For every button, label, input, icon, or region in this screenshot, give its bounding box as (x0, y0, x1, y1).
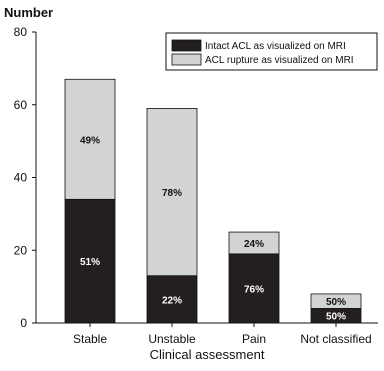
y-tick-label: 80 (14, 25, 28, 39)
legend-label-rupture: ACL rupture as visualized on MRI (205, 55, 354, 66)
bar-data-label: 51% (80, 257, 100, 268)
y-axis-ticks: 0 20 40 60 80 (14, 25, 36, 330)
bar-data-label: 50% (326, 312, 346, 323)
category-label: Unstable (148, 332, 196, 346)
y-tick-label: 0 (20, 316, 27, 330)
bar-segment (228, 231, 280, 255)
bar-data-label: 49% (80, 135, 100, 146)
legend-label-intact: Intact ACL as visualized on MRI (205, 41, 346, 52)
y-axis-label: Number (4, 5, 53, 20)
bar-segment (64, 78, 116, 200)
bar-data-label: 24% (244, 239, 264, 250)
x-axis-label: Clinical assessment (150, 347, 265, 362)
bar-segment (146, 275, 198, 324)
category-labels: Stable Unstable Pain Not classified (73, 323, 372, 346)
bar-data-label: 50% (326, 297, 346, 308)
bar-segment (310, 293, 362, 309)
bar-data-label: 22% (162, 295, 182, 306)
bar-segment (146, 107, 198, 277)
bar-data-label: 78% (162, 188, 182, 199)
category-label: Not classified (300, 332, 371, 346)
category-label: Stable (73, 332, 107, 346)
y-tick-label: 20 (14, 243, 28, 257)
legend-swatch-rupture (171, 53, 202, 66)
category-label: Pain (242, 332, 266, 346)
bar-data-label: 76% (244, 284, 264, 295)
legend-swatch-intact (171, 39, 202, 52)
y-tick-label: 60 (14, 98, 28, 112)
legend: Intact ACL as visualized on MRI ACL rupt… (165, 32, 378, 71)
legend-box (165, 32, 378, 71)
bars-group: 51% 49% 22% 78% 76% 24% 50% 50% (64, 78, 362, 324)
y-tick-label: 40 (14, 171, 28, 185)
bar-segment (228, 253, 280, 324)
